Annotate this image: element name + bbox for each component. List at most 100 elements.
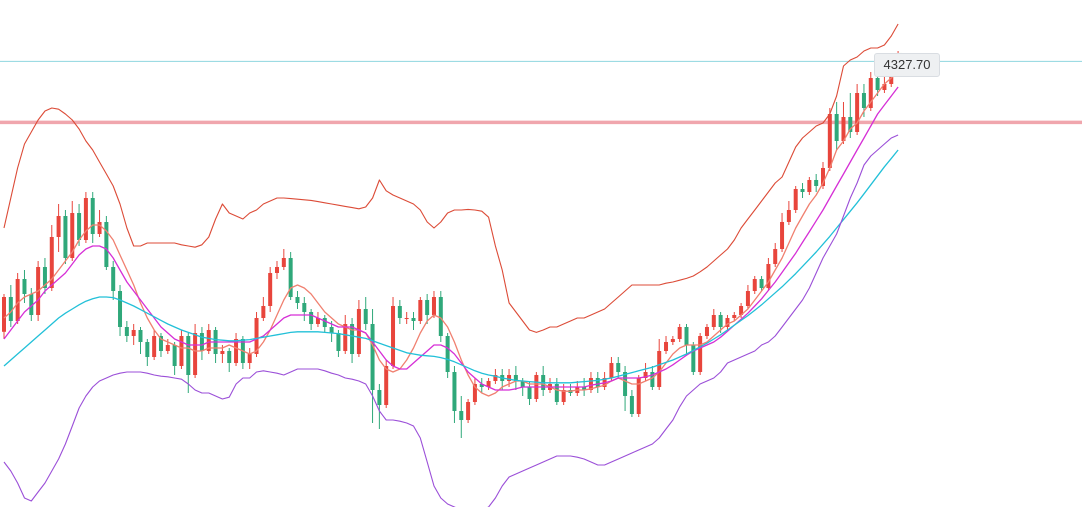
indicator-series-layer	[3, 23, 899, 511]
candle-down	[479, 384, 484, 387]
candle-down	[554, 384, 559, 402]
candle-down	[861, 93, 866, 108]
candle-up	[561, 390, 566, 402]
candle-down	[370, 324, 375, 390]
candle-up	[841, 117, 846, 141]
candle-down	[411, 318, 416, 321]
candle-up	[486, 381, 491, 387]
candle-up	[391, 306, 396, 366]
candle-down	[684, 327, 689, 345]
series-boll-upper	[3, 23, 899, 333]
series-ma-long	[3, 149, 899, 384]
candle-up	[725, 318, 730, 327]
candle-up	[384, 366, 389, 405]
candle-up	[15, 279, 20, 321]
candle-down	[800, 189, 805, 192]
candle-down	[288, 258, 293, 297]
candle-down	[138, 330, 143, 342]
candle-up	[588, 378, 593, 390]
candle-down	[29, 294, 34, 315]
last-price-label: 4327.70	[874, 53, 940, 77]
candle-down	[438, 297, 443, 336]
candle-up	[206, 330, 211, 351]
candle-down	[452, 372, 457, 411]
candle-down	[145, 342, 150, 357]
series-ma-short	[3, 70, 899, 397]
candle-up	[821, 168, 825, 186]
candle-up	[766, 264, 771, 288]
candle-down	[582, 387, 587, 390]
candle-up	[786, 210, 791, 222]
candle-up	[247, 354, 252, 363]
candle-up	[343, 324, 348, 351]
candle-up	[268, 273, 273, 306]
candle-up	[711, 315, 716, 327]
candle-up	[131, 330, 136, 336]
candle-down	[42, 267, 47, 288]
candle-up	[657, 351, 662, 387]
candle-up	[827, 114, 832, 168]
candle-down	[425, 300, 430, 315]
candle-up	[493, 375, 498, 381]
candle-up	[698, 336, 703, 372]
candle-up	[254, 318, 259, 354]
candle-up	[664, 342, 669, 351]
candle-down	[118, 291, 123, 327]
candle-up	[855, 93, 860, 132]
series-boll-lower	[3, 134, 899, 511]
candle-down	[718, 315, 723, 327]
candle-down	[350, 324, 355, 354]
candle-down	[158, 336, 163, 351]
candle-up	[152, 336, 157, 357]
candles-layer	[2, 51, 901, 438]
candle-up	[431, 297, 436, 315]
candle-up	[739, 306, 744, 315]
candle-up	[670, 339, 675, 342]
candle-up	[70, 213, 75, 258]
candle-down	[691, 345, 696, 372]
candle-up	[418, 300, 423, 321]
candle-down	[90, 198, 95, 234]
candle-down	[513, 375, 518, 381]
candle-up	[261, 306, 266, 318]
candle-up	[882, 84, 887, 90]
candle-down	[199, 333, 204, 351]
candle-up	[780, 222, 785, 249]
candle-up	[193, 333, 198, 375]
candle-up	[2, 297, 6, 332]
candle-down	[186, 336, 191, 375]
candle-up	[807, 180, 812, 192]
candle-down	[520, 381, 525, 387]
candle-down	[309, 312, 314, 324]
candle-down	[527, 387, 532, 399]
candle-down	[104, 222, 109, 267]
candle-down	[848, 117, 853, 132]
candle-down	[459, 411, 464, 420]
candle-up	[179, 336, 184, 366]
candle-up	[636, 378, 641, 414]
candle-down	[650, 372, 655, 387]
candle-down	[834, 114, 839, 141]
candle-up	[315, 318, 320, 324]
candle-down	[63, 216, 68, 258]
candle-down	[623, 372, 628, 396]
candle-down	[124, 327, 129, 336]
candle-up	[165, 345, 170, 351]
candle-up	[275, 267, 279, 273]
candle-up	[704, 327, 709, 336]
candle-up	[868, 78, 873, 108]
candle-down	[363, 309, 368, 324]
candle-down	[629, 396, 634, 414]
candle-up	[677, 327, 682, 339]
candle-up	[745, 291, 750, 306]
candle-down	[172, 345, 177, 366]
candle-up	[56, 216, 61, 237]
candle-down	[322, 318, 327, 327]
candle-down	[302, 303, 307, 312]
candle-down	[336, 333, 341, 351]
candle-up	[732, 315, 737, 318]
candle-up	[404, 318, 409, 319]
candle-up	[83, 198, 88, 240]
candle-down	[227, 351, 232, 363]
